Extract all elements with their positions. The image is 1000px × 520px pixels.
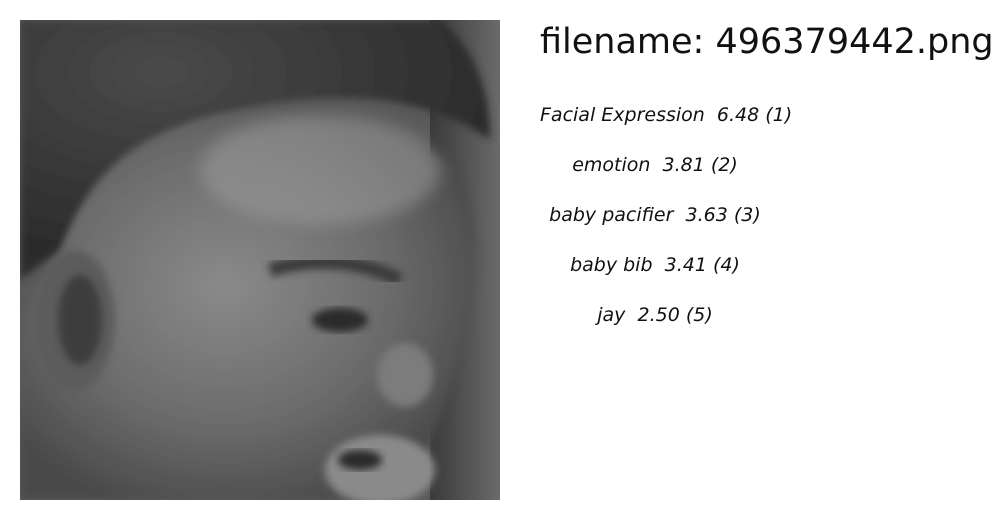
prediction-item-2: emotion 3.81 (2) [540,152,770,202]
prediction-item-4: baby bib 3.41 (4) [540,252,770,302]
prediction-score: 3.63 [685,204,728,226]
prediction-score: 2.50 [637,304,680,326]
prediction-rank: (2) [710,154,738,176]
prediction-item-1: Facial Expression 6.48 (1) [540,102,792,152]
prediction-score: 3.41 [664,254,707,276]
prediction-item-5: jay 2.50 (5) [540,302,770,352]
prediction-rank: (3) [733,204,761,226]
prediction-label: jay [597,304,626,326]
prediction-rank: (4) [712,254,740,276]
photo [20,20,500,500]
prediction-score: 6.48 [716,104,760,126]
baby-face-photo [20,20,500,500]
prediction-score: 3.81 [662,154,705,176]
prediction-rank: (5) [685,304,713,326]
prediction-label: baby bib [570,254,653,276]
prediction-label: Facial Expression [540,104,705,126]
prediction-list: Facial Expression 6.48 (1) emotion 3.81 … [540,102,792,352]
prediction-item-3: baby pacifier 3.63 (3) [540,202,770,252]
prediction-label: baby pacifier [549,204,674,226]
prediction-rank: (1) [765,104,793,126]
prediction-label: emotion [572,154,651,176]
filename-label: filename: 496379442.png [540,22,994,62]
